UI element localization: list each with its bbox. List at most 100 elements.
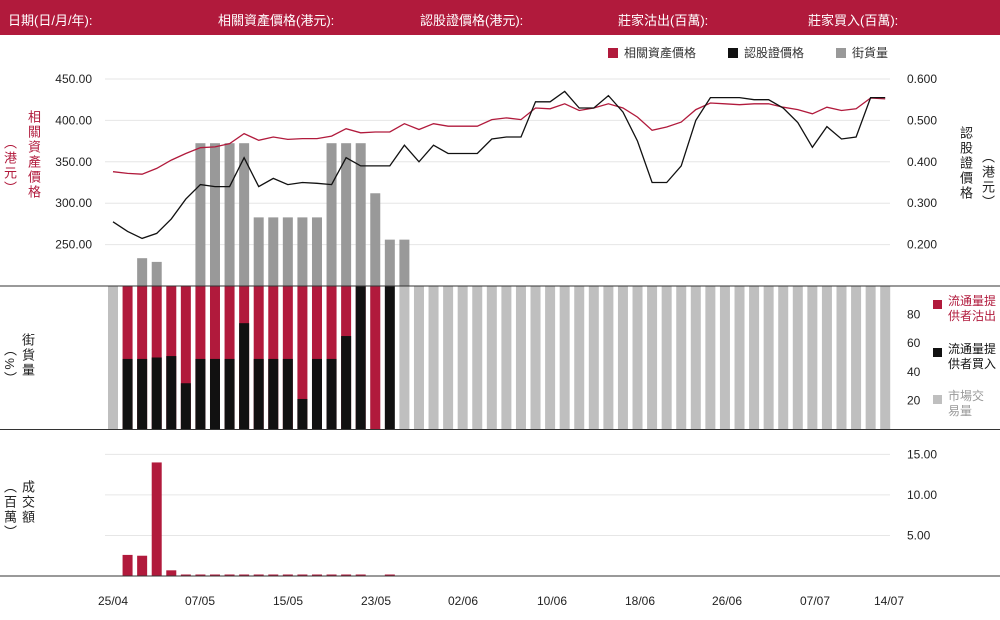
lp-bought-bar [253,358,264,429]
turnover-bar [253,574,264,576]
mid-legend-market-label: 市場交易量 [948,389,985,418]
turnover-bar [282,574,293,576]
right-tick-label: 0.200 [907,238,937,252]
turnover-bar [195,574,206,576]
lp-bought-bar [341,336,352,429]
header-warrant-label: 認股證價格(港元): [420,13,524,28]
outstanding-bar [224,143,235,286]
right-tick-label: 0.300 [907,196,937,210]
market-volume-bar [501,286,512,429]
mid-legend-sold[interactable]: 流通量提供者沽出 [933,294,998,324]
x-tick-label: 18/06 [625,594,655,608]
mid-legend-market-swatch [933,395,942,404]
turnover-bar [341,574,352,576]
market-volume-bar [574,286,585,429]
left-tick-label: 300.00 [55,196,92,210]
market-volume-bar [632,286,643,429]
market-volume-bar [647,286,658,429]
market-volume-bar [413,286,424,429]
lp-sold-bar [370,286,381,429]
left-tick-label: 400.00 [55,113,92,127]
market-volume-bar [880,286,891,429]
lp-bought-bar [209,358,220,429]
lp-sold-bar [195,286,206,429]
right-axis-unit: （港元） [980,150,995,210]
turnover-bar [384,574,395,576]
turnover-bar [180,574,191,576]
right-tick-label: 0.400 [907,155,937,169]
lp-bought-bar [326,358,337,429]
lp-bought-bar [224,358,235,429]
bottom-axis-title: 成交額 [20,480,35,525]
lp-bought-bar [311,358,322,429]
turnover-bar [239,574,250,576]
mid-axis-unit: （%） [2,343,17,387]
market-volume-bar [676,286,687,429]
lp-sold-bar [224,286,235,429]
warrant-price-line [112,90,886,240]
legend-outstanding[interactable]: 街貨量 [836,44,888,61]
market-volume-bar [836,286,847,429]
bottom-axis-unit: （百萬） [2,480,17,540]
lp-sold-bar [122,286,133,429]
outstanding-bar [282,217,293,286]
lp-bought-bar [282,358,293,429]
lp-bought-bar [239,323,250,429]
right-tick-label: 0.600 [907,72,937,86]
lp-sold-bar [282,286,293,429]
x-tick-label: 07/05 [185,594,215,608]
outstanding-bar [137,258,148,286]
market-volume-bar [719,286,730,429]
header-underlying-label: 相關資產價格(港元): [218,13,335,28]
outstanding-bar [370,193,381,286]
turnover-bar [311,574,322,576]
market-volume-bar [821,286,832,429]
market-volume-bar [108,286,118,429]
market-volume-bar [617,286,628,429]
outstanding-bar [311,217,322,286]
left-tick-label: 350.00 [55,155,92,169]
market-volume-bar [530,286,541,429]
x-tick-label: 15/05 [273,594,303,608]
market-volume-bar [559,286,570,429]
mid-legend-sold-label: 流通量提供者沽出 [948,294,997,323]
mid-tick-label: 80 [907,308,921,322]
underlying-price-line [112,97,886,175]
lp-sold-bar [297,286,308,429]
market-volume-bar [472,286,483,429]
legend-warrant-swatch [728,48,738,58]
outstanding-bar [326,143,337,286]
mid-legend-bought[interactable]: 流通量提供者買入 [933,342,998,372]
lp-sold-bar [180,286,191,429]
lp-sold-bar [311,286,322,429]
mid-legend-market[interactable]: 市場交易量 [933,389,986,419]
right-tick-label: 0.500 [907,113,937,127]
market-volume-bar [457,286,468,429]
market-volume-bar [763,286,774,429]
summary-header: 日期(日/月/年): 相關資產價格(港元): 認股證價格(港元): 莊家沽出(百… [0,0,1000,35]
turnover-bar [326,574,337,576]
market-volume-bar [428,286,439,429]
x-tick-label: 26/06 [712,594,742,608]
outstanding-bar [209,143,220,286]
turnover-bar [166,570,177,576]
outstanding-bar [341,143,352,286]
x-tick-label: 07/07 [800,594,830,608]
market-volume-bar [515,286,526,429]
turnover-bar [297,574,308,576]
turnover-bar [151,462,162,576]
outstanding-bar [253,217,264,286]
lp-bought-bar [297,398,308,429]
mid-tick-label: 60 [907,336,921,350]
legend-underlying[interactable]: 相關資產價格 [608,44,696,61]
legend-warrant[interactable]: 認股證價格 [728,44,804,61]
lp-bought-bar [151,357,162,429]
market-volume-bar [486,286,497,429]
market-volume-bar [749,286,760,429]
market-volume-bar [807,286,818,429]
market-volume-bar [705,286,716,429]
mid-tick-label: 40 [907,365,921,379]
market-volume-bar [588,286,599,429]
header-date-label: 日期(日/月/年): [8,13,93,28]
